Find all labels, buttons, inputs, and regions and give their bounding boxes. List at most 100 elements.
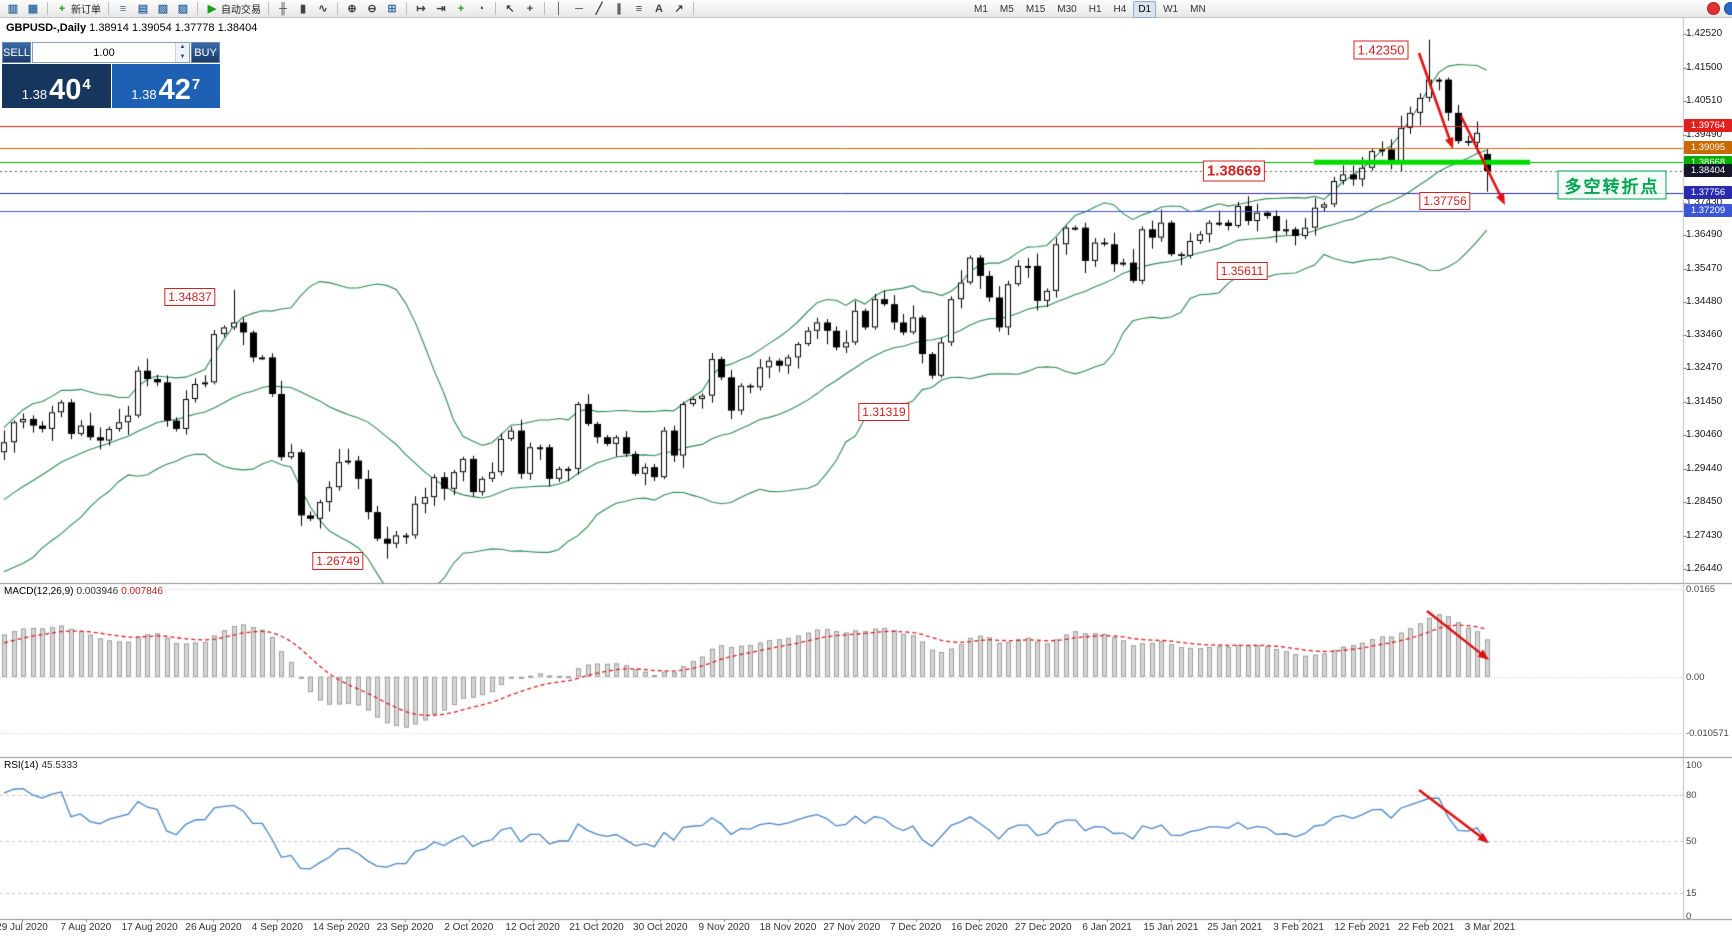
rsi-name: RSI(14) bbox=[4, 760, 39, 771]
vertical-line-icon-glyph: │ bbox=[555, 2, 563, 15]
toolbar-icons: ▥ ▦ + 新订单 ≡ ▤ ▧ ▨ ▶ 自动交易 ╫ ▮ ∿ ⊕ ⊖ ⊞ ↦ ⇥ + ◔ ↖ + │ ─ ╱ ∥ ≡ A ↗ bbox=[3, 1, 698, 17]
market-watch-icon[interactable]: ≡ bbox=[114, 1, 132, 17]
volume-up-button[interactable]: ▲ bbox=[176, 43, 189, 53]
zoom-in-icon[interactable]: ⊕ bbox=[343, 1, 361, 17]
buy-price-sup: 7 bbox=[191, 76, 201, 93]
text-tool-icon[interactable]: A bbox=[650, 1, 668, 17]
tile-windows-icon-glyph: ⊞ bbox=[387, 2, 397, 15]
new-chart-icon-glyph: ▥ bbox=[7, 2, 19, 15]
terminal-icon-glyph: ▨ bbox=[177, 2, 189, 15]
buy-button[interactable]: BUY bbox=[191, 42, 220, 63]
new-chart-icon[interactable]: ▥ bbox=[4, 1, 22, 17]
macd-signal-value: 0.007846 bbox=[121, 586, 163, 597]
cursor-icon-glyph: ↖ bbox=[505, 2, 515, 15]
timeframe-d1-button[interactable]: D1 bbox=[1133, 1, 1157, 18]
sell-price-sup: 4 bbox=[82, 76, 91, 93]
new-order-button-label: 新订单 bbox=[71, 5, 101, 16]
timeframe-mn-button[interactable]: MN bbox=[1190, 4, 1206, 15]
cursor-icon[interactable]: ↖ bbox=[501, 1, 519, 17]
bar-chart-icon[interactable]: ╫ bbox=[274, 1, 292, 17]
sell-button[interactable]: SELL bbox=[2, 42, 31, 63]
navigator-icon-glyph: ▧ bbox=[157, 2, 169, 15]
chart-shift-icon[interactable]: ⇥ bbox=[432, 1, 450, 17]
macd-name: MACD(12,26,9) bbox=[4, 586, 74, 597]
timeframe-h1-button[interactable]: H1 bbox=[1088, 4, 1102, 15]
chart-shift-icon-glyph: ⇥ bbox=[436, 2, 446, 15]
vertical-line-icon[interactable]: │ bbox=[550, 1, 568, 17]
toolbar-separator bbox=[337, 2, 338, 15]
horizontal-line-icon-glyph: ─ bbox=[575, 2, 583, 15]
channel-icon-glyph: ∥ bbox=[616, 2, 622, 15]
buy-price-big: 42 bbox=[158, 74, 191, 107]
community-icon[interactable] bbox=[1724, 2, 1732, 15]
macd-main-value: 0.003946 bbox=[76, 586, 119, 597]
horizontal-line-icon[interactable]: ─ bbox=[570, 1, 588, 17]
sell-price-big: 40 bbox=[49, 74, 82, 107]
data-window-icon[interactable]: ▤ bbox=[134, 1, 152, 17]
buy-price-base: 1.38 bbox=[131, 87, 157, 102]
timeframe-m5-button[interactable]: M5 bbox=[999, 4, 1014, 15]
chart-profiles-icon[interactable]: ▦ bbox=[24, 1, 42, 17]
buy-price-panel[interactable]: 1.38 42 7 bbox=[111, 64, 220, 108]
fibonacci-icon-glyph: ≡ bbox=[635, 2, 643, 15]
turning-point-annotation: 多空转折点 bbox=[1557, 170, 1667, 200]
toolbar-right-icons bbox=[1707, 2, 1732, 15]
ohlc-values: 1.38914 1.39054 1.37778 1.38404 bbox=[89, 22, 258, 34]
tile-windows-icon[interactable]: ⊞ bbox=[383, 1, 401, 17]
volume-spinner: ▲ ▼ bbox=[175, 43, 189, 62]
toolbar-separator bbox=[197, 2, 198, 15]
candlestick-chart-icon-glyph: ▮ bbox=[299, 2, 307, 15]
toolbar-separator bbox=[47, 2, 48, 15]
volume-field: ▲ ▼ bbox=[32, 42, 190, 63]
timeframe-h4-button[interactable]: H4 bbox=[1113, 4, 1127, 15]
indicators-icon[interactable]: + bbox=[452, 1, 470, 17]
crosshair-icon[interactable]: + bbox=[521, 1, 539, 17]
new-order-button[interactable]: + 新订单 bbox=[53, 1, 103, 17]
zoom-out-icon-glyph: ⊖ bbox=[367, 2, 377, 15]
indicators-icon-glyph: + bbox=[457, 2, 465, 15]
channel-icon[interactable]: ∥ bbox=[610, 1, 628, 17]
trendline-icon[interactable]: ╱ bbox=[590, 1, 608, 17]
toolbar-separator bbox=[693, 2, 694, 15]
autotrading-button-label: 自动交易 bbox=[221, 5, 261, 16]
candlestick-chart-icon[interactable]: ▮ bbox=[294, 1, 312, 17]
volume-input[interactable] bbox=[33, 43, 175, 62]
autotrading-button-glyph: ▶ bbox=[207, 2, 217, 15]
rsi-label: RSI(14) 45.5333 bbox=[4, 760, 78, 771]
data-window-icon-glyph: ▤ bbox=[137, 2, 149, 15]
auto-scroll-icon[interactable]: ↦ bbox=[412, 1, 430, 17]
timeframe-m15-button[interactable]: M15 bbox=[1025, 4, 1046, 15]
terminal-icon[interactable]: ▨ bbox=[174, 1, 192, 17]
news-icon[interactable] bbox=[1707, 2, 1720, 15]
chart-profiles-icon-glyph: ▦ bbox=[27, 2, 39, 15]
line-chart-icon[interactable]: ∿ bbox=[314, 1, 332, 17]
symbol-period-label: GBPUSD-,Daily bbox=[6, 22, 87, 34]
crosshair-icon-glyph: + bbox=[526, 2, 534, 15]
arrow-tool-icon-glyph: ↗ bbox=[674, 2, 684, 15]
market-watch-icon-glyph: ≡ bbox=[119, 2, 127, 15]
arrow-tool-icon[interactable]: ↗ bbox=[670, 1, 688, 17]
line-chart-icon-glyph: ∿ bbox=[318, 2, 328, 15]
fibonacci-icon[interactable]: ≡ bbox=[630, 1, 648, 17]
toolbar-separator bbox=[406, 2, 407, 15]
timeframe-toolbar: M1 M5 M15 M30 H1 H4 D1 W1 MN bbox=[968, 1, 1212, 18]
new-order-button-glyph: + bbox=[58, 2, 66, 15]
zoom-out-icon[interactable]: ⊖ bbox=[363, 1, 381, 17]
bar-chart-icon-glyph: ╫ bbox=[279, 2, 287, 15]
clock-icon[interactable]: ◔ bbox=[472, 1, 490, 17]
navigator-icon[interactable]: ▧ bbox=[154, 1, 172, 17]
rsi-value: 45.5333 bbox=[41, 760, 78, 771]
one-click-trading-panel: SELL ▲ ▼ BUY 1.38 40 4 1.38 42 7 bbox=[2, 42, 220, 108]
timeframe-m1-button[interactable]: M1 bbox=[974, 4, 988, 15]
volume-down-button[interactable]: ▼ bbox=[176, 52, 189, 62]
text-tool-icon-glyph: A bbox=[655, 2, 663, 15]
autotrading-button[interactable]: ▶ 自动交易 bbox=[203, 1, 263, 17]
zoom-in-icon-glyph: ⊕ bbox=[347, 2, 357, 15]
timeframe-m30-button[interactable]: M30 bbox=[1057, 4, 1077, 15]
macd-label: MACD(12,26,9) 0.003946 0.007846 bbox=[4, 586, 163, 597]
toolbar: ▥ ▦ + 新订单 ≡ ▤ ▧ ▨ ▶ 自动交易 ╫ ▮ ∿ ⊕ ⊖ ⊞ ↦ ⇥ + ◔ ↖ + │ ─ ╱ ∥ ≡ A ↗ M1 M5 M… bbox=[0, 0, 1732, 18]
sell-price-panel[interactable]: 1.38 40 4 bbox=[2, 64, 111, 108]
timeframe-w1-button[interactable]: W1 bbox=[1163, 4, 1179, 15]
